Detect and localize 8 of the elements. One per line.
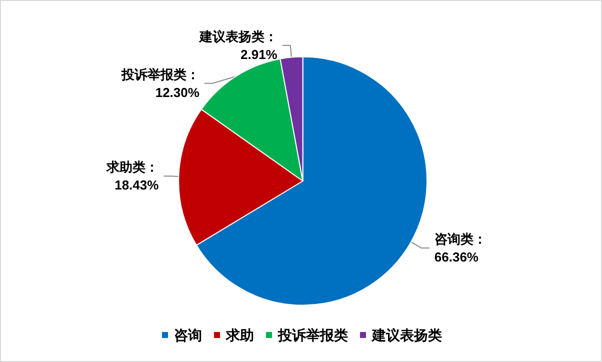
data-label: 建议表扬类： 2.91%: [198, 28, 278, 62]
data-label: 咨询类： 66.36%: [434, 231, 486, 264]
legend-label: 投诉举报类: [277, 327, 348, 343]
legend-label: 咨询: [174, 327, 202, 343]
data-label: 求助类： 18.43%: [106, 160, 160, 193]
data-label: 投诉举报类： 12.30%: [120, 66, 200, 100]
legend-label: 建议表扬类: [371, 327, 442, 343]
legend-label: 求助: [225, 327, 254, 343]
